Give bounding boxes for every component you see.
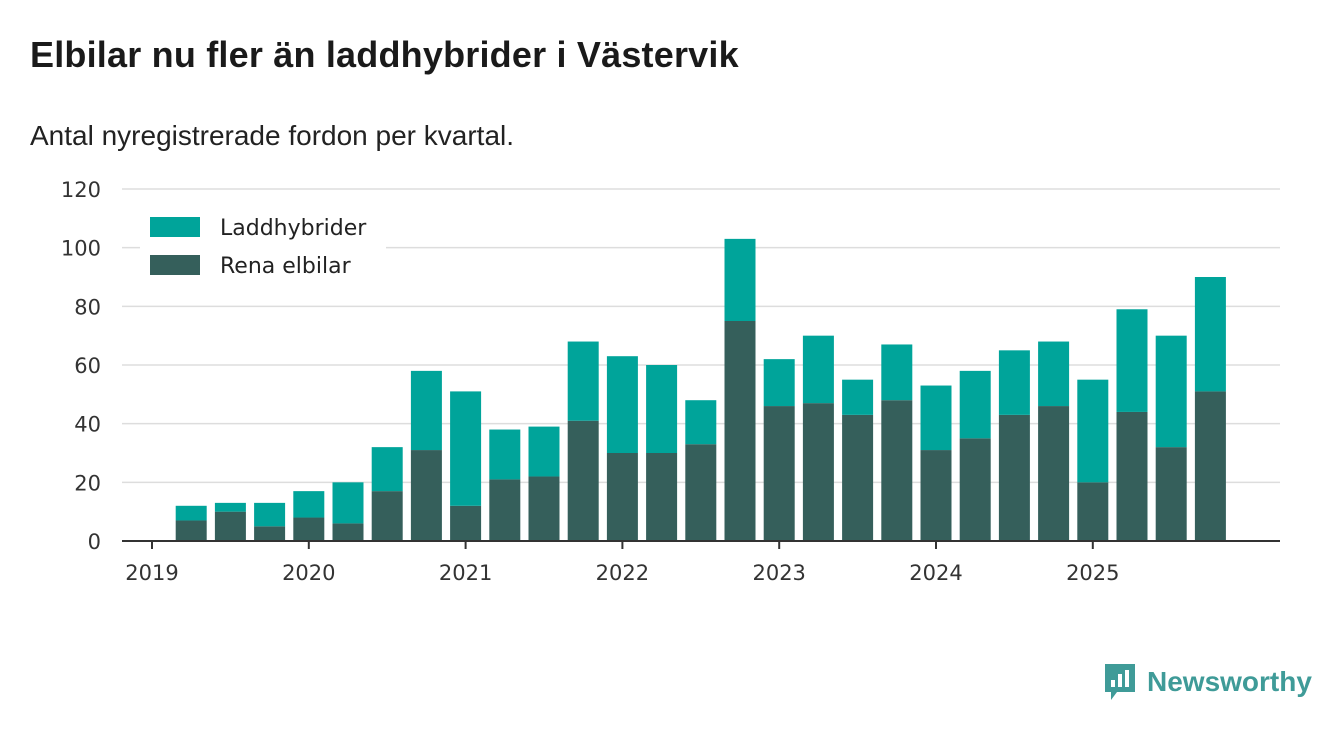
bar-laddhybrider	[646, 365, 678, 453]
bar-rena-elbilar	[842, 414, 874, 541]
bar-rena-elbilar	[724, 321, 756, 541]
bar-laddhybrider	[293, 491, 325, 518]
y-tick-label: 40	[74, 413, 101, 437]
x-tick-label: 2025	[1066, 561, 1119, 585]
bar-laddhybrider	[1116, 309, 1148, 412]
x-tick-label: 2023	[752, 561, 805, 585]
bar-rena-elbilar	[685, 444, 717, 541]
legend-label-rena-elbilar: Rena elbilar	[220, 254, 352, 279]
legend-label-laddhybrider: Laddhybrider	[220, 216, 367, 241]
bar-laddhybrider	[842, 379, 874, 415]
bar-laddhybrider	[450, 391, 482, 506]
bar-laddhybrider	[489, 429, 521, 480]
x-tick-label: 2021	[439, 561, 492, 585]
legend-swatch-rena-elbilar	[150, 255, 200, 275]
y-tick-label: 80	[74, 295, 101, 319]
bar-laddhybrider	[567, 341, 599, 421]
bar-laddhybrider	[959, 370, 991, 439]
bar-rena-elbilar	[254, 526, 286, 541]
bar-rena-elbilar	[410, 450, 442, 541]
bar-rena-elbilar	[332, 523, 364, 541]
bar-rena-elbilar	[567, 420, 599, 541]
bar-rena-elbilar	[1077, 482, 1109, 541]
bar-rena-elbilar	[489, 479, 521, 541]
y-tick-label: 60	[74, 354, 101, 378]
bar-rena-elbilar	[175, 520, 207, 541]
bar-rena-elbilar	[802, 403, 834, 541]
x-axis: 2019 2020 2021 2022 2023 2024 2025	[125, 541, 1120, 585]
bar-rena-elbilar	[646, 453, 678, 541]
bar-laddhybrider	[724, 238, 756, 321]
bar-laddhybrider	[175, 505, 207, 521]
bar-laddhybrider	[1194, 277, 1226, 392]
x-tick-label: 2019	[125, 561, 178, 585]
bar-laddhybrider	[1077, 379, 1109, 483]
bar-rena-elbilar	[920, 450, 952, 541]
bar-rena-elbilar	[293, 517, 325, 541]
y-axis: 0 20 40 60 80 100 120	[61, 178, 101, 554]
x-tick-label: 2020	[282, 561, 335, 585]
bar-laddhybrider	[920, 385, 952, 451]
bar-rena-elbilar	[606, 453, 638, 541]
brand-name: Newsworthy	[1147, 666, 1312, 697]
bar-rena-elbilar	[1194, 391, 1226, 541]
legend: Laddhybrider Rena elbilar	[140, 210, 386, 288]
bar-rena-elbilar	[881, 400, 913, 541]
bar-laddhybrider	[606, 356, 638, 453]
bar-rena-elbilar	[1116, 411, 1148, 541]
bar-rena-elbilar	[450, 505, 482, 541]
bar-laddhybrider	[685, 400, 717, 445]
bar-rena-elbilar	[214, 511, 246, 541]
bar-rena-elbilar	[371, 491, 403, 541]
bar-rena-elbilar	[1155, 447, 1187, 541]
bar-rena-elbilar	[763, 406, 795, 541]
bar-laddhybrider	[1155, 335, 1187, 448]
bar-rena-elbilar	[528, 476, 560, 541]
bar-rena-elbilar	[1038, 406, 1070, 541]
bar-laddhybrider	[763, 359, 795, 407]
bar-laddhybrider	[802, 335, 834, 404]
legend-swatch-laddhybrider	[150, 217, 200, 237]
bar-laddhybrider	[214, 502, 246, 512]
x-tick-label: 2022	[596, 561, 649, 585]
bar-laddhybrider	[881, 344, 913, 401]
brand-logo: Newsworthy	[1103, 662, 1312, 702]
x-tick-label: 2024	[909, 561, 962, 585]
y-tick-label: 0	[88, 530, 101, 554]
y-tick-label: 120	[61, 178, 101, 202]
chart-subtitle: Antal nyregistrerade fordon per kvartal.	[30, 120, 515, 151]
bar-laddhybrider	[528, 426, 560, 477]
newsworthy-icon	[1105, 664, 1135, 700]
y-tick-label: 20	[74, 471, 101, 495]
bar-laddhybrider	[371, 447, 403, 492]
bar-laddhybrider	[1038, 341, 1070, 407]
bar-series	[175, 238, 1226, 541]
bar-rena-elbilar	[959, 438, 991, 541]
bar-laddhybrider	[254, 502, 286, 527]
chart-title: Elbilar nu fler än laddhybrider i Väster…	[30, 34, 739, 75]
bar-laddhybrider	[332, 482, 364, 524]
y-tick-label: 100	[61, 237, 101, 261]
bar-laddhybrider	[998, 350, 1030, 415]
bar-laddhybrider	[410, 370, 442, 451]
bar-rena-elbilar	[998, 414, 1030, 541]
